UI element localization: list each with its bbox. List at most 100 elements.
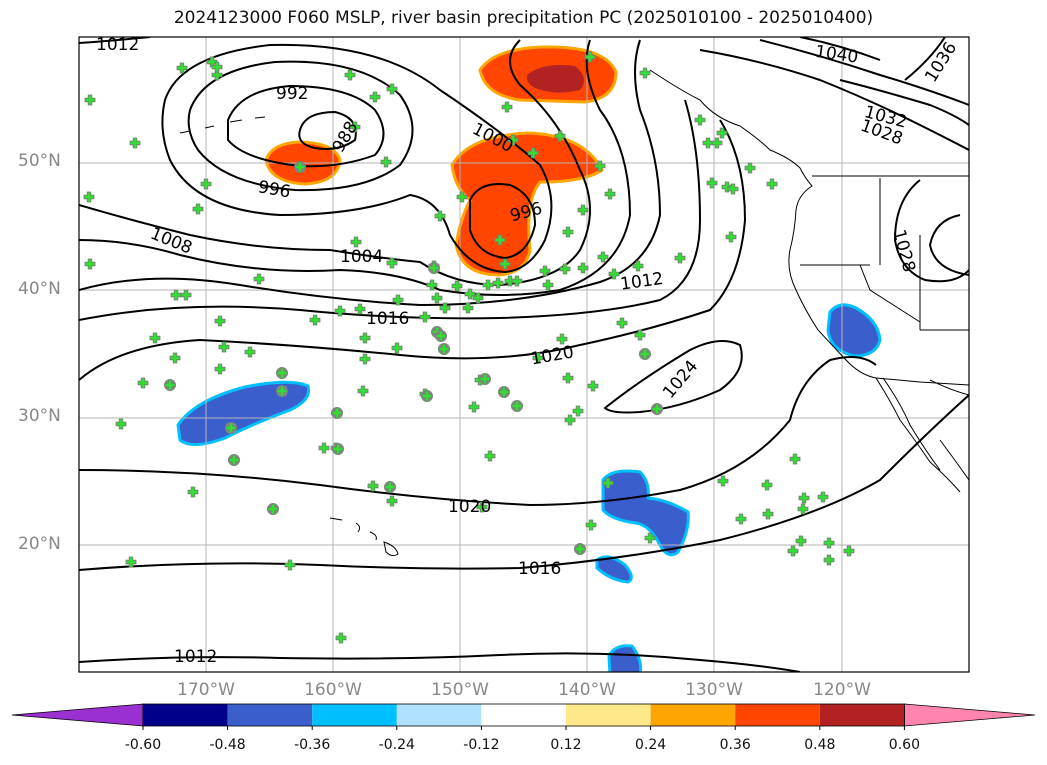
station-marker bbox=[456, 191, 468, 203]
station-marker bbox=[359, 332, 371, 344]
negative-anomaly-west bbox=[176, 380, 311, 446]
station-marker bbox=[169, 352, 181, 364]
station-marker bbox=[176, 62, 188, 74]
station-marker bbox=[587, 380, 599, 392]
colorbar-segment bbox=[481, 704, 566, 726]
station-marker bbox=[386, 495, 398, 507]
lon-label-130w: 130°W bbox=[685, 680, 743, 700]
station-marker bbox=[211, 69, 223, 81]
isobar-1000 bbox=[161, 43, 553, 274]
coastline-baja bbox=[875, 377, 961, 493]
station-marker bbox=[727, 183, 739, 195]
station-marker bbox=[367, 480, 379, 492]
station-marker bbox=[129, 137, 141, 149]
station-marker bbox=[539, 265, 551, 277]
isobar-988 bbox=[298, 110, 357, 150]
station-marker bbox=[604, 188, 616, 200]
station-marker bbox=[608, 268, 620, 280]
station-marker bbox=[507, 134, 519, 146]
station-marker-ringed bbox=[421, 390, 433, 402]
coastline-us-west bbox=[788, 209, 877, 379]
station-marker bbox=[187, 486, 199, 498]
station-marker bbox=[439, 302, 451, 314]
station-marker-ringed bbox=[332, 443, 344, 455]
isobar-1012-main bbox=[79, 39, 662, 307]
contour-label-1012-bottom: 1012 bbox=[174, 647, 217, 667]
station-marker bbox=[253, 273, 265, 285]
lon-label-120w: 120°W bbox=[813, 680, 871, 700]
isobar-992 bbox=[227, 84, 385, 168]
isobar-1028-east bbox=[839, 79, 969, 126]
contour-label-1040: 1040 bbox=[814, 42, 860, 68]
station-marker bbox=[564, 414, 576, 426]
station-marker bbox=[616, 317, 628, 329]
hawaii-islands bbox=[329, 517, 399, 557]
station-markers bbox=[83, 51, 855, 644]
station-marker bbox=[350, 236, 362, 248]
colorbar-segment bbox=[227, 704, 313, 726]
station-marker bbox=[716, 127, 728, 139]
station-marker-ringed bbox=[228, 454, 240, 466]
lon-label-140w: 140°W bbox=[558, 680, 616, 700]
station-marker bbox=[501, 101, 513, 113]
station-marker bbox=[369, 91, 381, 103]
station-marker-ringed bbox=[384, 481, 396, 493]
station-marker bbox=[789, 453, 801, 465]
station-marker bbox=[334, 305, 346, 317]
station-marker bbox=[843, 545, 855, 557]
station-marker bbox=[499, 258, 511, 270]
station-marker bbox=[711, 137, 723, 149]
lon-label-160w: 160°W bbox=[304, 680, 362, 700]
colorbar-tick-label: 0.12 bbox=[550, 737, 582, 753]
station-marker bbox=[391, 342, 403, 354]
gridlines bbox=[79, 37, 969, 672]
station-marker-ringed bbox=[435, 330, 447, 342]
contour-label-1004: 1004 bbox=[340, 247, 383, 267]
colorbar-tick-label: -0.24 bbox=[378, 737, 415, 753]
station-marker bbox=[585, 519, 597, 531]
station-marker-ringed bbox=[574, 543, 586, 555]
station-marker bbox=[702, 137, 714, 149]
contour-label-1020-south: 1020 bbox=[448, 497, 491, 517]
isobar-1024 bbox=[603, 340, 743, 414]
station-marker bbox=[426, 279, 438, 291]
station-marker bbox=[359, 353, 371, 365]
isobar-1032 bbox=[699, 49, 969, 151]
station-marker-ringed bbox=[651, 403, 663, 415]
station-marker bbox=[431, 292, 443, 304]
station-marker bbox=[694, 114, 706, 126]
negative-anomaly-small bbox=[595, 555, 633, 584]
colorbar-tick-label: -0.48 bbox=[209, 737, 246, 753]
station-marker-ringed bbox=[225, 422, 237, 434]
colorbar-segment bbox=[735, 704, 820, 726]
station-marker bbox=[472, 292, 484, 304]
station-marker bbox=[721, 181, 733, 193]
station-marker bbox=[542, 279, 554, 291]
station-marker bbox=[335, 632, 347, 644]
positive-anomaly-gulf-core bbox=[526, 65, 584, 93]
isobar-1012-south bbox=[79, 652, 801, 672]
station-marker-ringed bbox=[267, 503, 279, 515]
station-marker-ringed bbox=[511, 400, 523, 412]
isobar-1016-south bbox=[79, 394, 969, 571]
station-marker bbox=[823, 537, 835, 549]
contour-label-1012-top: 1012 bbox=[96, 35, 139, 55]
station-marker bbox=[562, 372, 574, 384]
station-marker bbox=[386, 257, 398, 269]
coastline-mexico bbox=[929, 379, 969, 481]
station-marker bbox=[492, 277, 504, 289]
station-marker bbox=[309, 314, 321, 326]
positive-anomaly-central bbox=[450, 131, 604, 277]
station-marker bbox=[434, 210, 446, 222]
station-marker-ringed bbox=[498, 386, 510, 398]
station-marker bbox=[214, 363, 226, 375]
colorbar-segment bbox=[312, 704, 397, 726]
map-title: 2024123000 F060 MSLP, river basin precip… bbox=[173, 8, 874, 28]
contour-label-1016-south: 1016 bbox=[518, 559, 561, 579]
station-marker bbox=[584, 51, 596, 63]
station-marker bbox=[468, 401, 480, 413]
station-marker bbox=[744, 162, 756, 174]
station-marker-ringed bbox=[438, 343, 450, 355]
station-marker bbox=[817, 491, 829, 503]
